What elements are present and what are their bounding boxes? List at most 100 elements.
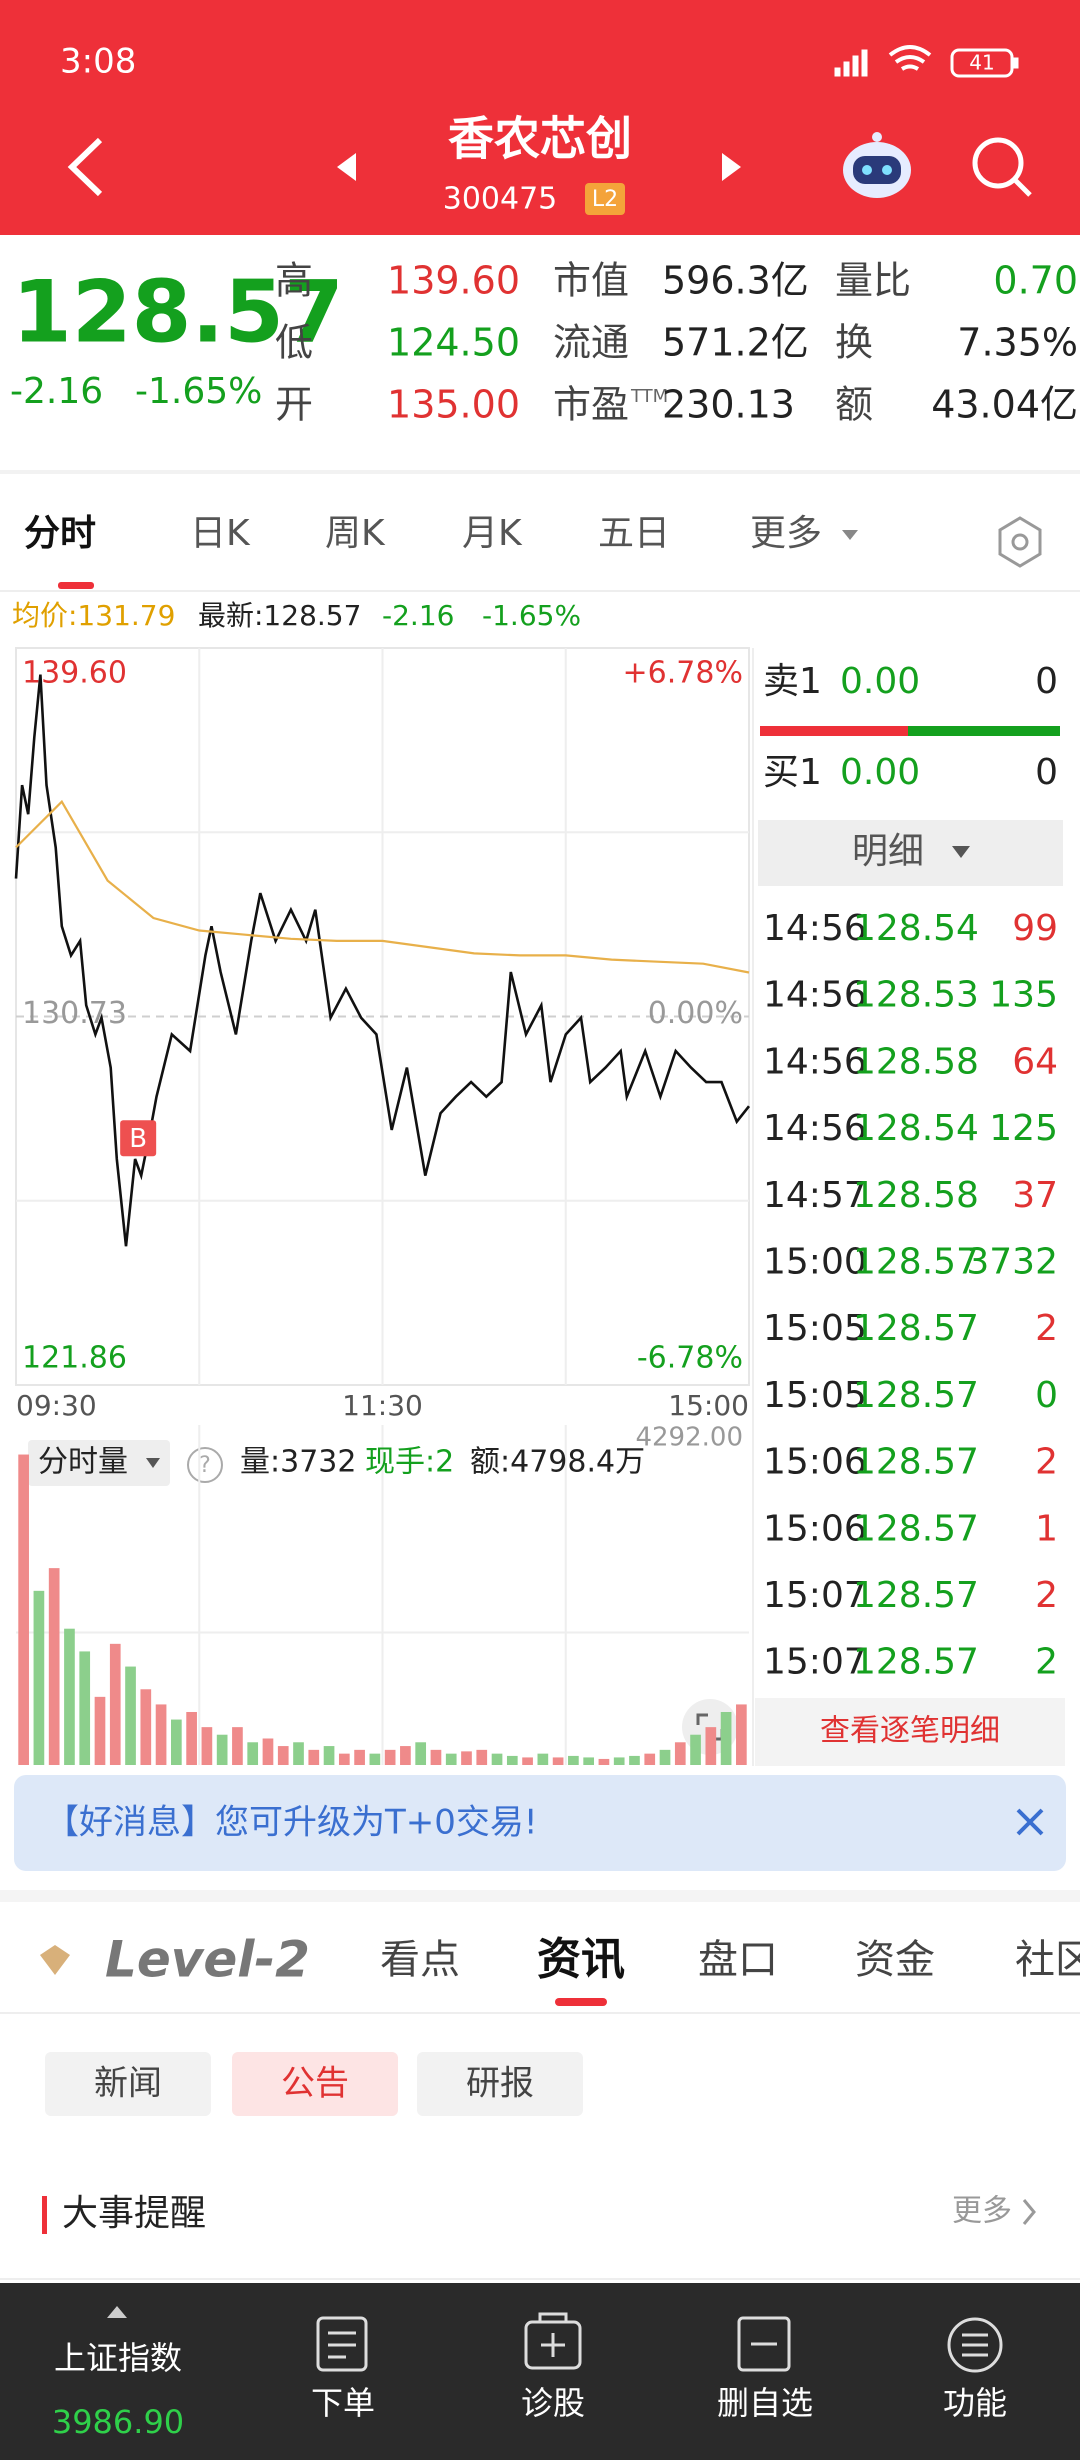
order-label: 卖1 (763, 661, 822, 702)
order-volume: 0 (1035, 752, 1058, 793)
level2-brand[interactable]: Level-2 (105, 1931, 310, 1989)
quote-label: 高 (275, 259, 313, 303)
order-price: 0.00 (840, 752, 920, 793)
sub-tab[interactable]: 研报 (466, 2064, 534, 2104)
trade-time: 14:56 (763, 975, 867, 1016)
nav-item[interactable]: 功能 (943, 2384, 1007, 2422)
header-bg (0, 0, 1080, 235)
sub-tab[interactable]: 新闻 (94, 2064, 162, 2104)
quote-value: 596.3亿 (662, 259, 809, 303)
detail-more[interactable]: 查看逐笔明细 (820, 1714, 1000, 1749)
stock-code: 300475 (443, 182, 558, 217)
volume-bar (354, 1749, 365, 1765)
trade-volume: 2 (1035, 1308, 1058, 1349)
chart-tab[interactable]: 更多 (750, 513, 822, 554)
trade-time: 15:05 (763, 1375, 867, 1416)
news-tab[interactable]: 资讯 (537, 1934, 625, 1985)
chart-tab[interactable]: 周K (325, 513, 386, 554)
search-icon[interactable] (972, 137, 1032, 197)
quote-value: 139.60 (387, 259, 520, 303)
price-line (15, 799, 750, 974)
sub-tab-bg[interactable] (417, 2052, 583, 2116)
volume-selector[interactable] (28, 1440, 170, 1486)
banner-close[interactable] (1016, 1808, 1044, 1836)
y2-tick-label: -6.78% (637, 1341, 743, 1376)
volume-bar (232, 1727, 243, 1765)
x-tick-label: 15:00 (668, 1389, 749, 1422)
chart-tab[interactable]: 月K (462, 513, 523, 554)
nav-item[interactable]: 下单 (311, 2384, 375, 2422)
trade-price: 128.58 (853, 1041, 979, 1082)
order-bar-bid (908, 726, 1060, 736)
news-tab[interactable]: 资金 (855, 1937, 935, 1983)
news-tab[interactable]: 盘口 (698, 1937, 778, 1983)
section-more[interactable]: 更多 (952, 2194, 1012, 2229)
chart-tab[interactable]: 分时 (24, 513, 96, 554)
panel-divider (752, 648, 754, 1766)
quote-value: 124.50 (387, 321, 520, 365)
volume-bar (369, 1753, 381, 1765)
more-caret (842, 530, 858, 540)
sub-tab[interactable]: 公告 (281, 2064, 349, 2104)
volume-bar (522, 1757, 533, 1765)
detail-header[interactable]: 明细 (852, 831, 924, 872)
price-change: -2.16 (10, 371, 103, 412)
quote-label: 流通 (553, 321, 629, 365)
trade-time: 15:00 (763, 1242, 867, 1283)
volume-bar (552, 1757, 564, 1765)
quote-label: 量比 (835, 259, 911, 303)
robot-icon[interactable] (843, 132, 911, 198)
volume-bar (720, 1711, 732, 1765)
trade-price: 128.57 (853, 1242, 979, 1283)
volume-bar (33, 1590, 45, 1765)
volume-bar (674, 1742, 686, 1765)
volume-bar (613, 1757, 625, 1765)
banner-bg[interactable] (14, 1775, 1066, 1871)
sub-tab-bg[interactable] (232, 2052, 398, 2116)
back-button[interactable] (67, 137, 103, 197)
nav-item[interactable]: 诊股 (521, 2384, 585, 2422)
nav-item[interactable]: 删自选 (717, 2384, 813, 2422)
volume-bar (736, 1704, 747, 1765)
volume-bar (247, 1742, 259, 1765)
volume-bar (64, 1628, 75, 1765)
level2-icon (40, 1945, 70, 1975)
index-name[interactable]: 上证指数 (54, 2339, 182, 2377)
next-stock[interactable] (722, 153, 741, 181)
banner-text[interactable]: 【好消息】您可升级为T+0交易! (45, 1803, 538, 1843)
last-price: 128.57 (12, 262, 344, 362)
volume-bar (201, 1727, 213, 1765)
volume-stat: 额:4798.4万 (470, 1445, 645, 1480)
chart-tab[interactable]: 日K (190, 513, 251, 554)
y-tick-label: 121.86 (22, 1341, 127, 1376)
quote-label: 开 (275, 383, 313, 427)
order-label: 买1 (763, 752, 822, 793)
volume-bar (140, 1689, 152, 1765)
order-volume: 0 (1035, 661, 1058, 702)
trade-price: 128.54 (853, 1108, 979, 1149)
settings-icon[interactable] (998, 516, 1042, 568)
sub-tab-bg[interactable] (45, 2052, 211, 2116)
volume-bar (170, 1719, 182, 1765)
news-tab[interactable]: 社区 (1015, 1937, 1080, 1983)
quote-value: 43.04亿 (931, 383, 1078, 427)
help-icon[interactable] (187, 1447, 223, 1483)
trade-time: 15:06 (763, 1442, 867, 1483)
index-value: 3986.90 (52, 2403, 184, 2441)
trade-volume: 99 (1012, 908, 1058, 949)
volume-bar (18, 1454, 29, 1765)
y2-tick-label: 0.00% (648, 996, 743, 1031)
news-tab[interactable]: 看点 (380, 1937, 460, 1983)
volume-bar (216, 1734, 228, 1765)
trade-volume: 2 (1035, 1642, 1058, 1683)
trade-price: 128.57 (853, 1642, 979, 1683)
quote-label-sup: TTM (630, 386, 668, 407)
trade-time: 14:56 (763, 908, 867, 949)
prev-stock[interactable] (337, 153, 356, 181)
volume-bar (384, 1749, 396, 1765)
volume-bar (293, 1742, 304, 1765)
trade-time: 15:07 (763, 1575, 867, 1616)
chart-tab[interactable]: 五日 (598, 513, 670, 554)
status-time: 3:08 (60, 42, 136, 82)
